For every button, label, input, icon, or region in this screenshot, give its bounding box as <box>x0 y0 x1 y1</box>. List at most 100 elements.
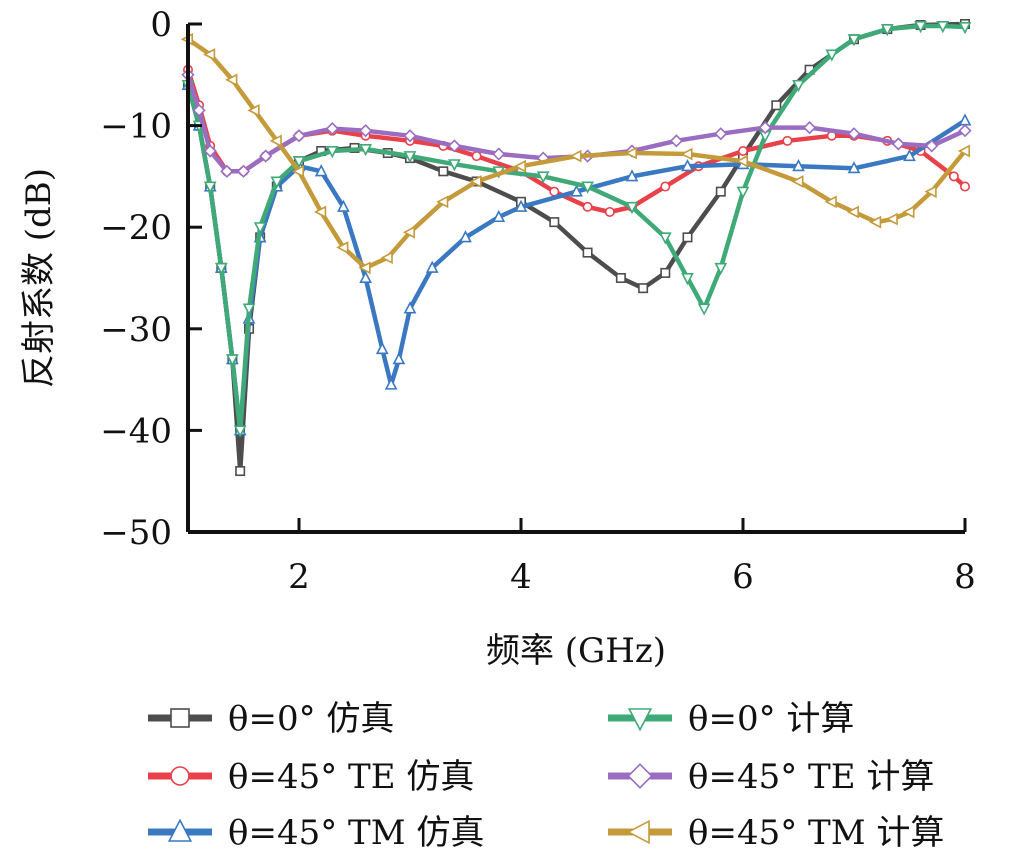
data-point <box>492 147 506 161</box>
data-point <box>425 260 439 273</box>
legend-entry-45-te: θ=45° TE 计算 <box>608 757 934 797</box>
legend-marker <box>170 766 190 786</box>
y-tick-label: −10 <box>100 107 172 147</box>
data-point <box>958 22 972 35</box>
data-point <box>869 215 882 229</box>
data-point <box>492 209 506 223</box>
legend-marker <box>170 708 190 728</box>
data-point <box>625 201 639 215</box>
data-point <box>792 159 805 172</box>
data-point <box>803 121 817 135</box>
data-point <box>771 100 782 111</box>
data-point <box>660 267 671 278</box>
data-point <box>680 147 693 161</box>
legend-label: θ=0° 仿真 <box>228 699 394 739</box>
data-point <box>581 181 594 194</box>
data-point <box>436 195 449 209</box>
data-point <box>847 34 861 47</box>
data-point <box>638 283 649 294</box>
data-point <box>325 146 339 159</box>
data-point <box>375 341 389 355</box>
series-45-tm <box>180 32 971 275</box>
data-point <box>569 149 582 163</box>
data-point <box>359 270 372 284</box>
data-point <box>259 149 273 163</box>
series-0 <box>181 21 972 438</box>
y-tick-label: −30 <box>100 310 172 350</box>
data-point <box>925 139 939 153</box>
data-point <box>885 212 898 226</box>
data-point <box>448 159 461 172</box>
data-point <box>235 466 246 477</box>
data-point <box>903 148 916 162</box>
y-tick-label: −50 <box>100 513 172 553</box>
data-point <box>471 151 482 162</box>
legend-label: θ=45° TE 计算 <box>688 757 934 797</box>
data-point <box>403 129 417 143</box>
data-point <box>791 175 804 188</box>
data-point <box>758 121 772 135</box>
legend-entry-45-tm: θ=45° TM 仿真 <box>148 813 484 853</box>
data-point <box>958 124 972 138</box>
legend-entry-45-te: θ=45° TE 仿真 <box>148 757 474 797</box>
y-axis-title: 反射系数 (dB) <box>19 168 59 388</box>
legend-label: θ=0° 计算 <box>688 699 854 739</box>
series-line <box>185 21 968 474</box>
data-point <box>392 352 406 365</box>
data-point <box>403 301 417 314</box>
data-point <box>582 201 593 212</box>
data-point <box>825 49 839 62</box>
data-point <box>582 247 593 258</box>
data-point <box>902 205 915 219</box>
data-point <box>214 262 228 276</box>
data-point <box>192 103 206 117</box>
data-point <box>782 135 793 146</box>
y-tick-label: 0 <box>150 5 172 45</box>
series-0 <box>183 18 970 477</box>
legend: θ=0° 仿真 θ=0° 计算 θ=45° TE 仿真 θ=45° TE 计算 θ=45… <box>148 699 944 853</box>
data-point <box>403 151 417 164</box>
data-point <box>736 186 750 199</box>
data-point <box>402 225 416 239</box>
data-point <box>660 181 671 192</box>
data-point <box>948 171 959 182</box>
legend-marker <box>627 763 653 789</box>
data-point <box>380 251 393 265</box>
data-point <box>697 303 711 316</box>
data-point <box>226 354 239 367</box>
data-point <box>824 195 837 209</box>
data-point <box>625 169 639 182</box>
data-point <box>959 181 970 192</box>
data-point <box>325 122 339 136</box>
data-point <box>225 73 238 87</box>
plot-area: 2 4 6 8 0 −10 −20 −30 −40 −50 <box>100 5 976 597</box>
data-point <box>846 205 860 219</box>
data-point <box>359 143 372 157</box>
x-axis-title: 频率 (GHz) <box>486 631 666 671</box>
data-point <box>536 171 550 184</box>
y-tick-label: −20 <box>100 208 172 248</box>
data-point <box>737 146 748 157</box>
data-point <box>314 164 328 177</box>
data-point <box>469 175 482 188</box>
data-point <box>681 272 694 286</box>
legend-label: θ=45° TE 仿真 <box>228 757 474 797</box>
data-point <box>891 137 905 151</box>
data-point <box>359 124 373 138</box>
data-point <box>936 21 950 34</box>
legend-label: θ=45° TM 计算 <box>688 813 944 853</box>
data-point <box>203 181 217 194</box>
data-point <box>447 139 461 153</box>
x-tick-label: 6 <box>732 557 754 597</box>
data-point <box>253 222 267 235</box>
data-point <box>624 146 638 160</box>
x-tick-label: 4 <box>510 557 532 597</box>
data-point <box>682 232 693 243</box>
data-point <box>247 104 260 117</box>
data-point <box>269 134 282 148</box>
data-point <box>270 176 284 189</box>
data-point <box>715 186 726 197</box>
series-line <box>185 23 968 433</box>
data-point <box>847 161 861 174</box>
series-45-te <box>181 68 972 178</box>
